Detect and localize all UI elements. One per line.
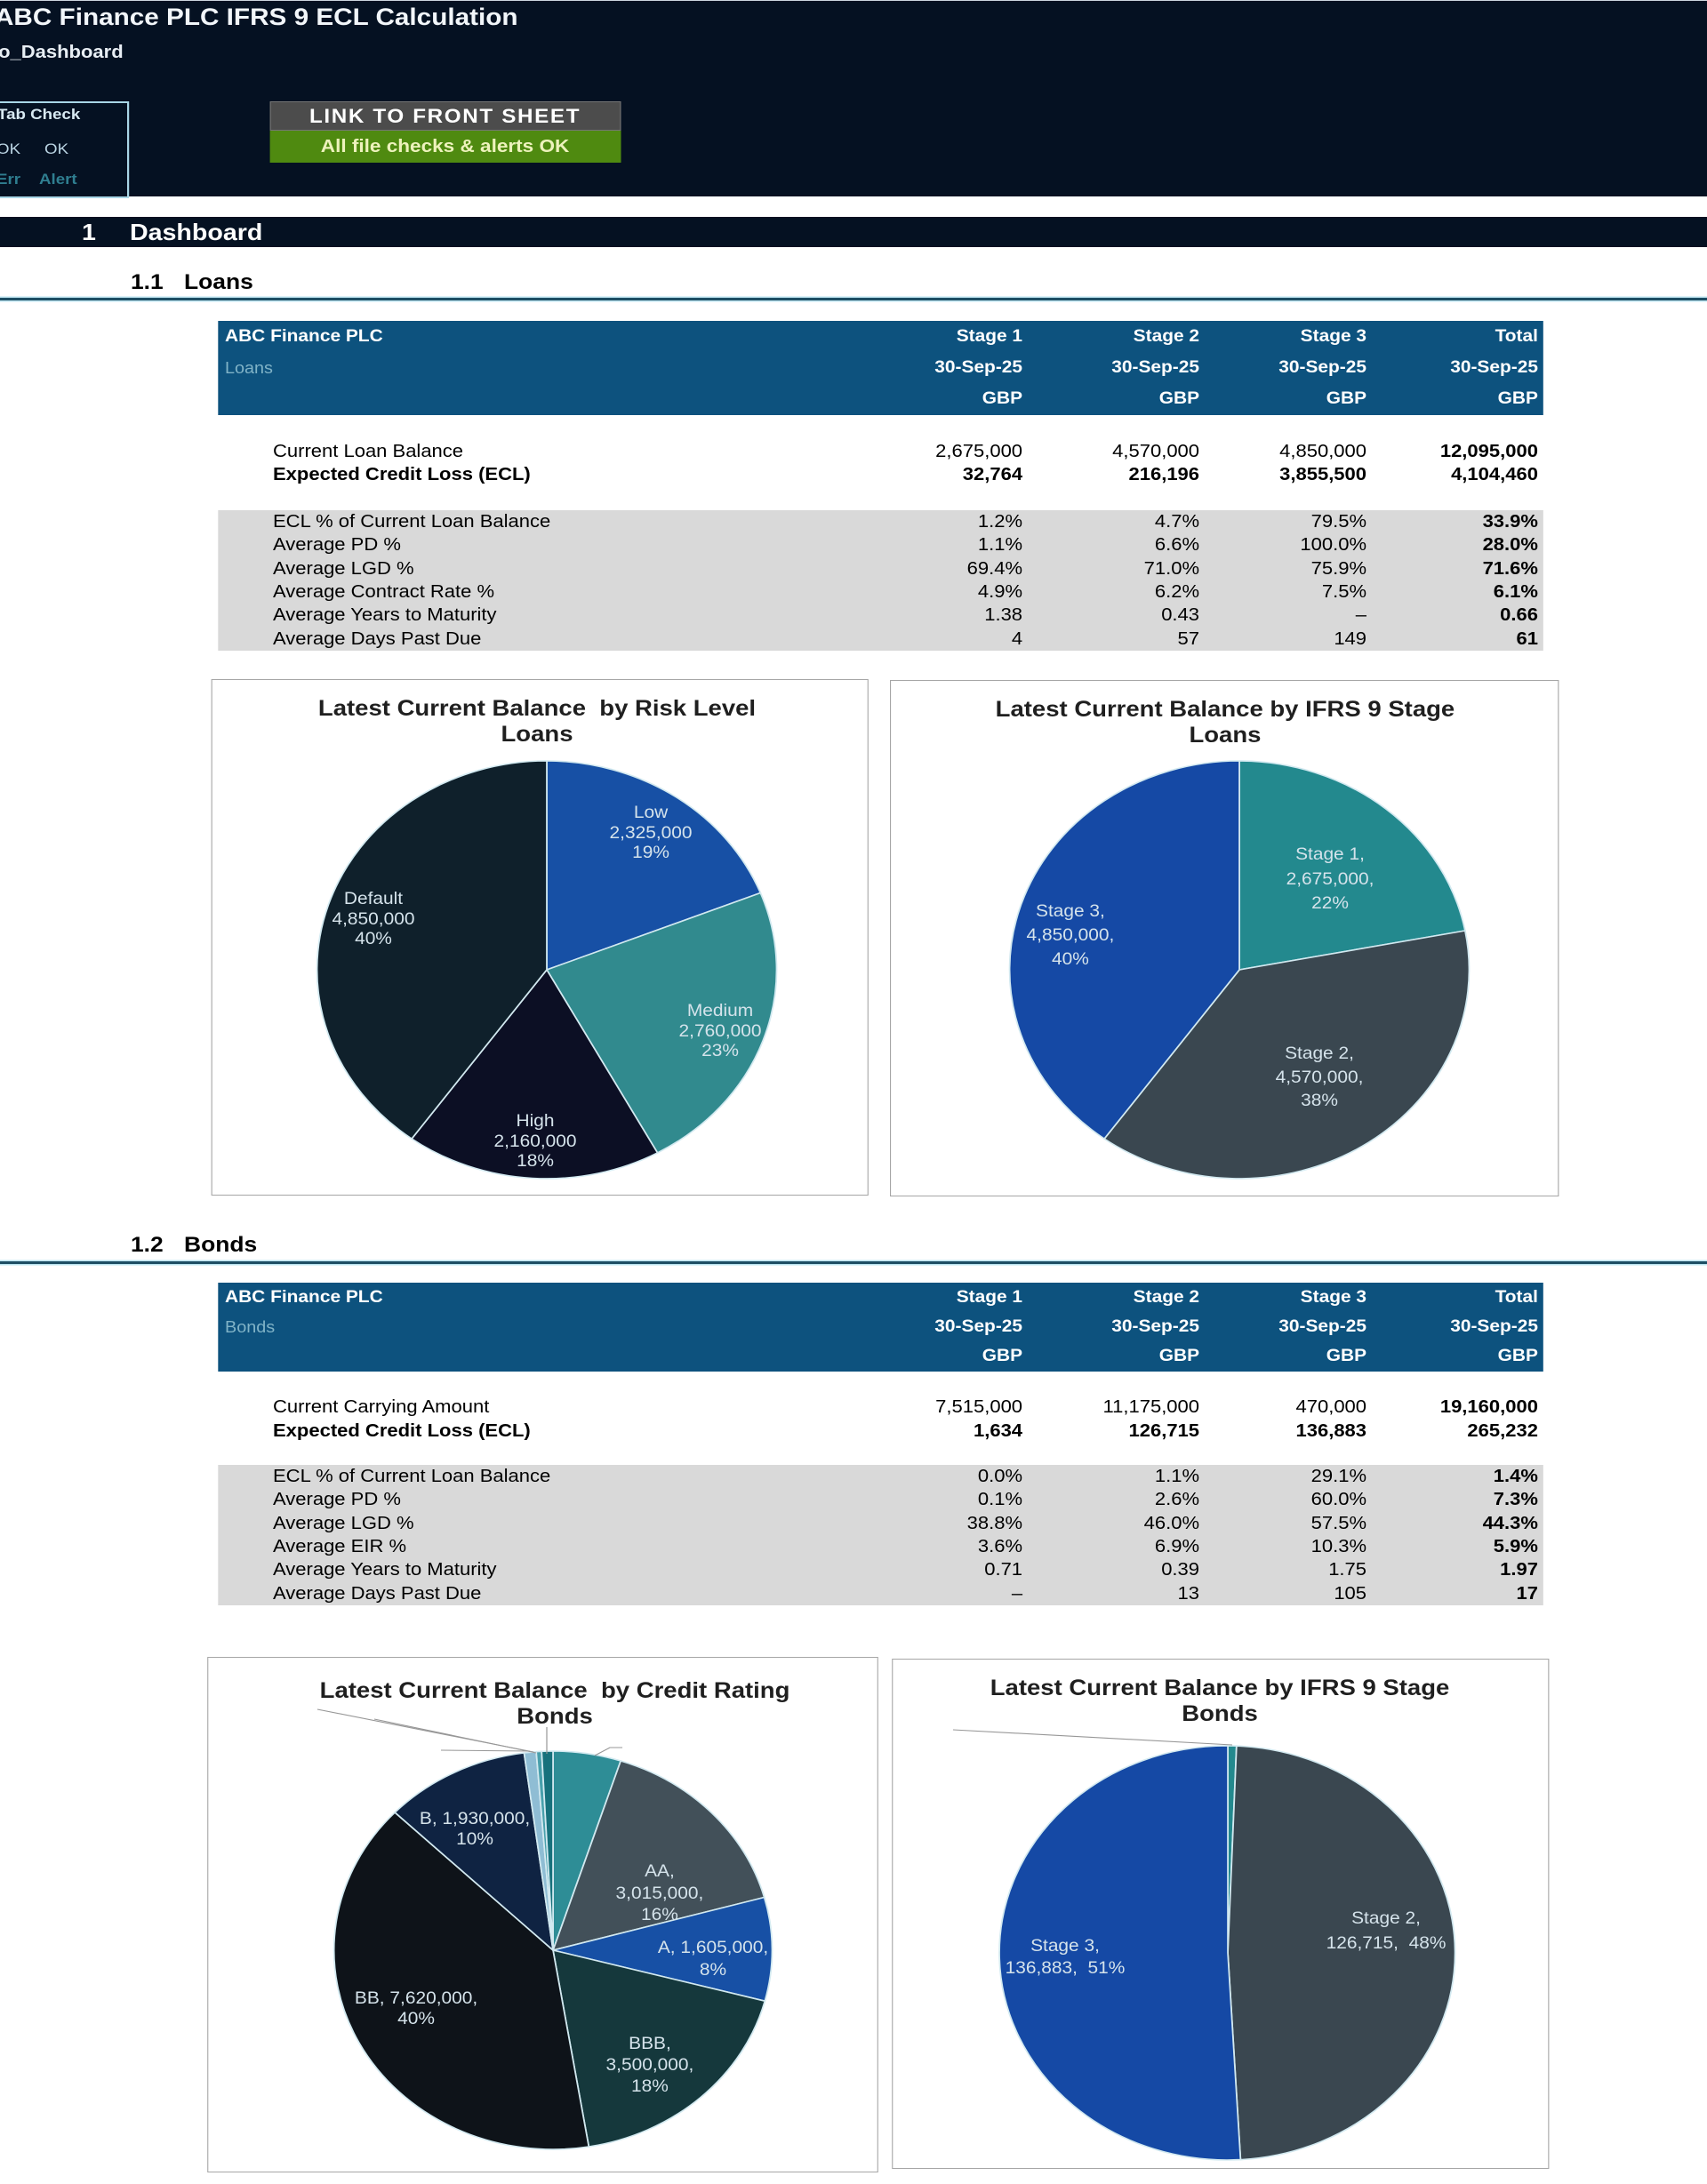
svg-text:10%: 10%: [456, 1830, 493, 1849]
svg-text:Stage 1,: Stage 1,: [1295, 845, 1365, 864]
svg-text:A, 1,605,000,: A, 1,605,000,: [658, 1939, 768, 1957]
svg-text:3,500,000,: 3,500,000,: [606, 2056, 694, 2075]
svg-text:Stage 2,: Stage 2,: [1285, 1044, 1354, 1063]
svg-text:18%: 18%: [517, 1152, 554, 1171]
svg-text:Low: Low: [634, 804, 669, 822]
svg-text:19%: 19%: [632, 844, 669, 862]
svg-text:B, 1,930,000,: B, 1,930,000,: [420, 1810, 530, 1828]
svg-text:2,325,000: 2,325,000: [610, 824, 693, 843]
svg-text:40%: 40%: [397, 2010, 435, 2028]
svg-text:16%: 16%: [641, 1906, 678, 1924]
svg-text:Stage 3,: Stage 3,: [1036, 902, 1105, 921]
svg-text:Stage 2,: Stage 2,: [1351, 1909, 1421, 1928]
svg-text:38%: 38%: [1301, 1092, 1338, 1110]
svg-text:8%: 8%: [700, 1961, 726, 1980]
svg-text:BBB,: BBB,: [629, 2035, 671, 2053]
svg-text:40%: 40%: [1052, 950, 1089, 969]
svg-text:2,160,000: 2,160,000: [494, 1132, 577, 1151]
svg-text:136,883, 51%: 136,883, 51%: [1006, 1959, 1126, 1978]
svg-text:18%: 18%: [631, 2077, 669, 2096]
svg-text:High: High: [517, 1112, 555, 1131]
svg-text:40%: 40%: [355, 930, 392, 948]
svg-text:BB, 7,620,000,: BB, 7,620,000,: [355, 1989, 477, 2008]
svg-text:Medium: Medium: [687, 1002, 753, 1020]
svg-text:2,760,000: 2,760,000: [679, 1022, 762, 1041]
svg-text:126,715, 48%: 126,715, 48%: [1326, 1934, 1447, 1953]
svg-text:Default: Default: [344, 890, 404, 908]
svg-text:3,015,000,: 3,015,000,: [616, 1884, 704, 1903]
svg-text:2,675,000,: 2,675,000,: [1286, 870, 1374, 889]
svg-text:AA,: AA,: [645, 1862, 675, 1881]
svg-text:4,570,000,: 4,570,000,: [1276, 1068, 1364, 1087]
svg-text:4,850,000: 4,850,000: [332, 910, 414, 929]
svg-text:22%: 22%: [1311, 894, 1349, 913]
svg-text:Stage 3,: Stage 3,: [1030, 1937, 1100, 1956]
svg-text:23%: 23%: [701, 1042, 739, 1060]
svg-text:4,850,000,: 4,850,000,: [1027, 926, 1115, 945]
